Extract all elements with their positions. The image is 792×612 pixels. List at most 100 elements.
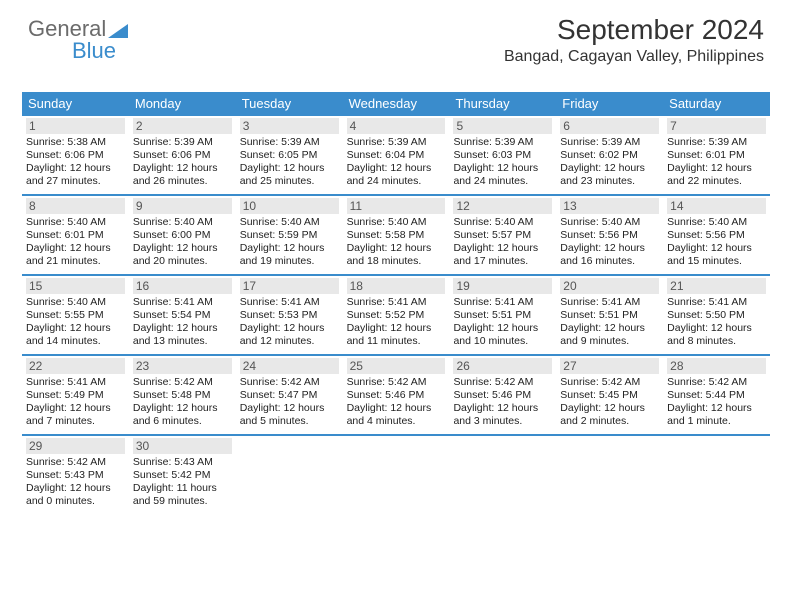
page-subtitle: Bangad, Cagayan Valley, Philippines — [504, 48, 764, 66]
sunset-line: Sunset: 5:53 PM — [240, 309, 339, 322]
calendar-day-cell: 20 Sunrise: 5:41 AMSunset: 5:51 PMDayligh… — [556, 276, 663, 354]
calendar-day-cell: . — [663, 436, 770, 514]
sunrise-line: Sunrise: 5:38 AM — [26, 136, 125, 149]
sunrise-line: Sunrise: 5:42 AM — [453, 376, 552, 389]
sunrise-line: Sunrise: 5:40 AM — [667, 216, 766, 229]
day-number: 28 — [667, 358, 766, 374]
day-number: 19 — [453, 278, 552, 294]
day-details: Sunrise: 5:42 AMSunset: 5:46 PMDaylight:… — [347, 376, 446, 429]
sunset-line: Sunset: 5:55 PM — [26, 309, 125, 322]
sunset-line: Sunset: 6:06 PM — [133, 149, 232, 162]
day-number: 26 — [453, 358, 552, 374]
day-details: Sunrise: 5:42 AMSunset: 5:43 PMDaylight:… — [26, 456, 125, 509]
calendar-day-cell: 29Sunrise: 5:42 AMSunset: 5:43 PMDayligh… — [22, 436, 129, 514]
calendar-day-cell: 15Sunrise: 5:40 AMSunset: 5:55 PMDayligh… — [22, 276, 129, 354]
day-details: Sunrise: 5:42 AMSunset: 5:46 PMDaylight:… — [453, 376, 552, 429]
day-details: Sunrise: 5:39 AMSunset: 6:02 PMDaylight:… — [560, 136, 659, 189]
day-number: 21 — [667, 278, 766, 294]
calendar-day-cell: 1Sunrise: 5:38 AMSunset: 6:06 PMDaylight… — [22, 116, 129, 194]
sunrise-line: Sunrise: 5:42 AM — [560, 376, 659, 389]
day-details: Sunrise: 5:41 AMSunset: 5:54 PMDaylight:… — [133, 296, 232, 349]
day-number: 2 — [133, 118, 232, 134]
calendar-day-cell: 28 Sunrise: 5:42 AMSunset: 5:44 PMDayligh… — [663, 356, 770, 434]
page-title: September 2024 — [557, 14, 764, 46]
sunrise-line: Sunrise: 5:41 AM — [347, 296, 446, 309]
calendar-day-cell: 19 Sunrise: 5:41 AMSunset: 5:51 PMDayligh… — [449, 276, 556, 354]
daylight-line: Daylight: 12 hours and 21 minutes. — [26, 242, 125, 268]
calendar: SundayMondayTuesdayWednesdayThursdayFrid… — [22, 92, 770, 514]
sunset-line: Sunset: 5:58 PM — [347, 229, 446, 242]
calendar-day-cell: 18Sunrise: 5:41 AMSunset: 5:52 PMDayligh… — [343, 276, 450, 354]
day-details: Sunrise: 5:42 AMSunset: 5:44 PMDaylight:… — [667, 376, 766, 429]
daylight-line: Daylight: 12 hours and 10 minutes. — [453, 322, 552, 348]
day-details: Sunrise: 5:41 AMSunset: 5:51 PMDaylight:… — [453, 296, 552, 349]
calendar-day-cell: 11Sunrise: 5:40 AMSunset: 5:58 PMDayligh… — [343, 196, 450, 274]
sunrise-line: Sunrise: 5:43 AM — [133, 456, 232, 469]
day-number: 25 — [347, 358, 446, 374]
calendar-day-cell: 6Sunrise: 5:39 AMSunset: 6:02 PMDaylight… — [556, 116, 663, 194]
daylight-line: Daylight: 12 hours and 9 minutes. — [560, 322, 659, 348]
sunrise-line: Sunrise: 5:41 AM — [240, 296, 339, 309]
sunrise-line: Sunrise: 5:39 AM — [560, 136, 659, 149]
sunset-line: Sunset: 5:57 PM — [453, 229, 552, 242]
day-details: Sunrise: 5:41 AMSunset: 5:49 PMDaylight:… — [26, 376, 125, 429]
day-details: Sunrise: 5:43 AMSunset: 5:42 PMDaylight:… — [133, 456, 232, 509]
calendar-day-cell: 16Sunrise: 5:41 AMSunset: 5:54 PMDayligh… — [129, 276, 236, 354]
calendar-day-cell: 17Sunrise: 5:41 AMSunset: 5:53 PMDayligh… — [236, 276, 343, 354]
sunset-line: Sunset: 5:47 PM — [240, 389, 339, 402]
day-number: 3 — [240, 118, 339, 134]
daylight-line: Daylight: 12 hours and 6 minutes. — [133, 402, 232, 428]
calendar-week-row: 22 Sunrise: 5:41 AMSunset: 5:49 PMDayligh… — [22, 356, 770, 436]
daylight-line: Daylight: 12 hours and 23 minutes. — [560, 162, 659, 188]
sunrise-line: Sunrise: 5:41 AM — [453, 296, 552, 309]
sunset-line: Sunset: 6:02 PM — [560, 149, 659, 162]
daylight-line: Daylight: 12 hours and 25 minutes. — [240, 162, 339, 188]
sunset-line: Sunset: 5:45 PM — [560, 389, 659, 402]
day-number: 15 — [26, 278, 125, 294]
calendar-day-cell: 9Sunrise: 5:40 AMSunset: 6:00 PMDaylight… — [129, 196, 236, 274]
sunset-line: Sunset: 6:03 PM — [453, 149, 552, 162]
calendar-day-cell: . — [343, 436, 450, 514]
calendar-week-row: 15 Sunrise: 5:40 AMSunset: 5:55 PM Dayligh… — [22, 276, 770, 356]
calendar-day-cell: 22 Sunrise: 5:41 AMSunset: 5:49 PMDayligh… — [22, 356, 129, 434]
day-number: 13 — [560, 198, 659, 214]
calendar-day-cell: 25 Sunrise: 5:42 AMSunset: 5:46 PMDayligh… — [343, 356, 450, 434]
sunset-line: Sunset: 5:54 PM — [133, 309, 232, 322]
day-number: 12 — [453, 198, 552, 214]
calendar-week-row: 29Sunrise: 5:42 AMSunset: 5:43 PMDayligh… — [22, 436, 770, 514]
sunset-line: Sunset: 5:51 PM — [560, 309, 659, 322]
day-number: 14 — [667, 198, 766, 214]
day-details: Sunrise: 5:40 AMSunset: 6:01 PMDaylight:… — [26, 216, 125, 269]
daylight-line: Daylight: 12 hours and 24 minutes. — [347, 162, 446, 188]
day-number: 20 — [560, 278, 659, 294]
daylight-line: Daylight: 12 hours and 20 minutes. — [133, 242, 232, 268]
sunset-line: Sunset: 5:56 PM — [667, 229, 766, 242]
sunrise-line: Sunrise: 5:40 AM — [26, 296, 125, 309]
sunset-line: Sunset: 6:01 PM — [26, 229, 125, 242]
sunrise-line: Sunrise: 5:42 AM — [133, 376, 232, 389]
sunset-line: Sunset: 6:01 PM — [667, 149, 766, 162]
calendar-day-cell: . — [236, 436, 343, 514]
daylight-line: Daylight: 12 hours and 24 minutes. — [453, 162, 552, 188]
sunset-line: Sunset: 5:48 PM — [133, 389, 232, 402]
daylight-line: Daylight: 12 hours and 1 minute. — [667, 402, 766, 428]
sunset-line: Sunset: 5:43 PM — [26, 469, 125, 482]
day-number: 22 — [26, 358, 125, 374]
day-details: Sunrise: 5:38 AMSunset: 6:06 PMDaylight:… — [26, 136, 125, 189]
day-details: Sunrise: 5:40 AMSunset: 5:56 PMDaylight:… — [560, 216, 659, 269]
daylight-line: Daylight: 12 hours and 2 minutes. — [560, 402, 659, 428]
day-details: Sunrise: 5:41 AMSunset: 5:51 PMDaylight:… — [560, 296, 659, 349]
logo-text-2: Blue — [72, 38, 116, 63]
calendar-header-cell: Saturday — [663, 92, 770, 116]
calendar-day-cell: 8Sunrise: 5:40 AMSunset: 6:01 PMDaylight… — [22, 196, 129, 274]
daylight-line: Daylight: 12 hours and 7 minutes. — [26, 402, 125, 428]
sunrise-line: Sunrise: 5:40 AM — [240, 216, 339, 229]
daylight-line: Daylight: 11 hours and 59 minutes. — [133, 482, 232, 508]
calendar-header-cell: Wednesday — [343, 92, 450, 116]
daylight-line: Daylight: 12 hours and 4 minutes. — [347, 402, 446, 428]
calendar-day-cell: 4Sunrise: 5:39 AMSunset: 6:04 PMDaylight… — [343, 116, 450, 194]
sunrise-line: Sunrise: 5:40 AM — [133, 216, 232, 229]
calendar-day-cell: 12Sunrise: 5:40 AMSunset: 5:57 PMDayligh… — [449, 196, 556, 274]
day-number: 17 — [240, 278, 339, 294]
calendar-day-cell: 23Sunrise: 5:42 AMSunset: 5:48 PMDayligh… — [129, 356, 236, 434]
